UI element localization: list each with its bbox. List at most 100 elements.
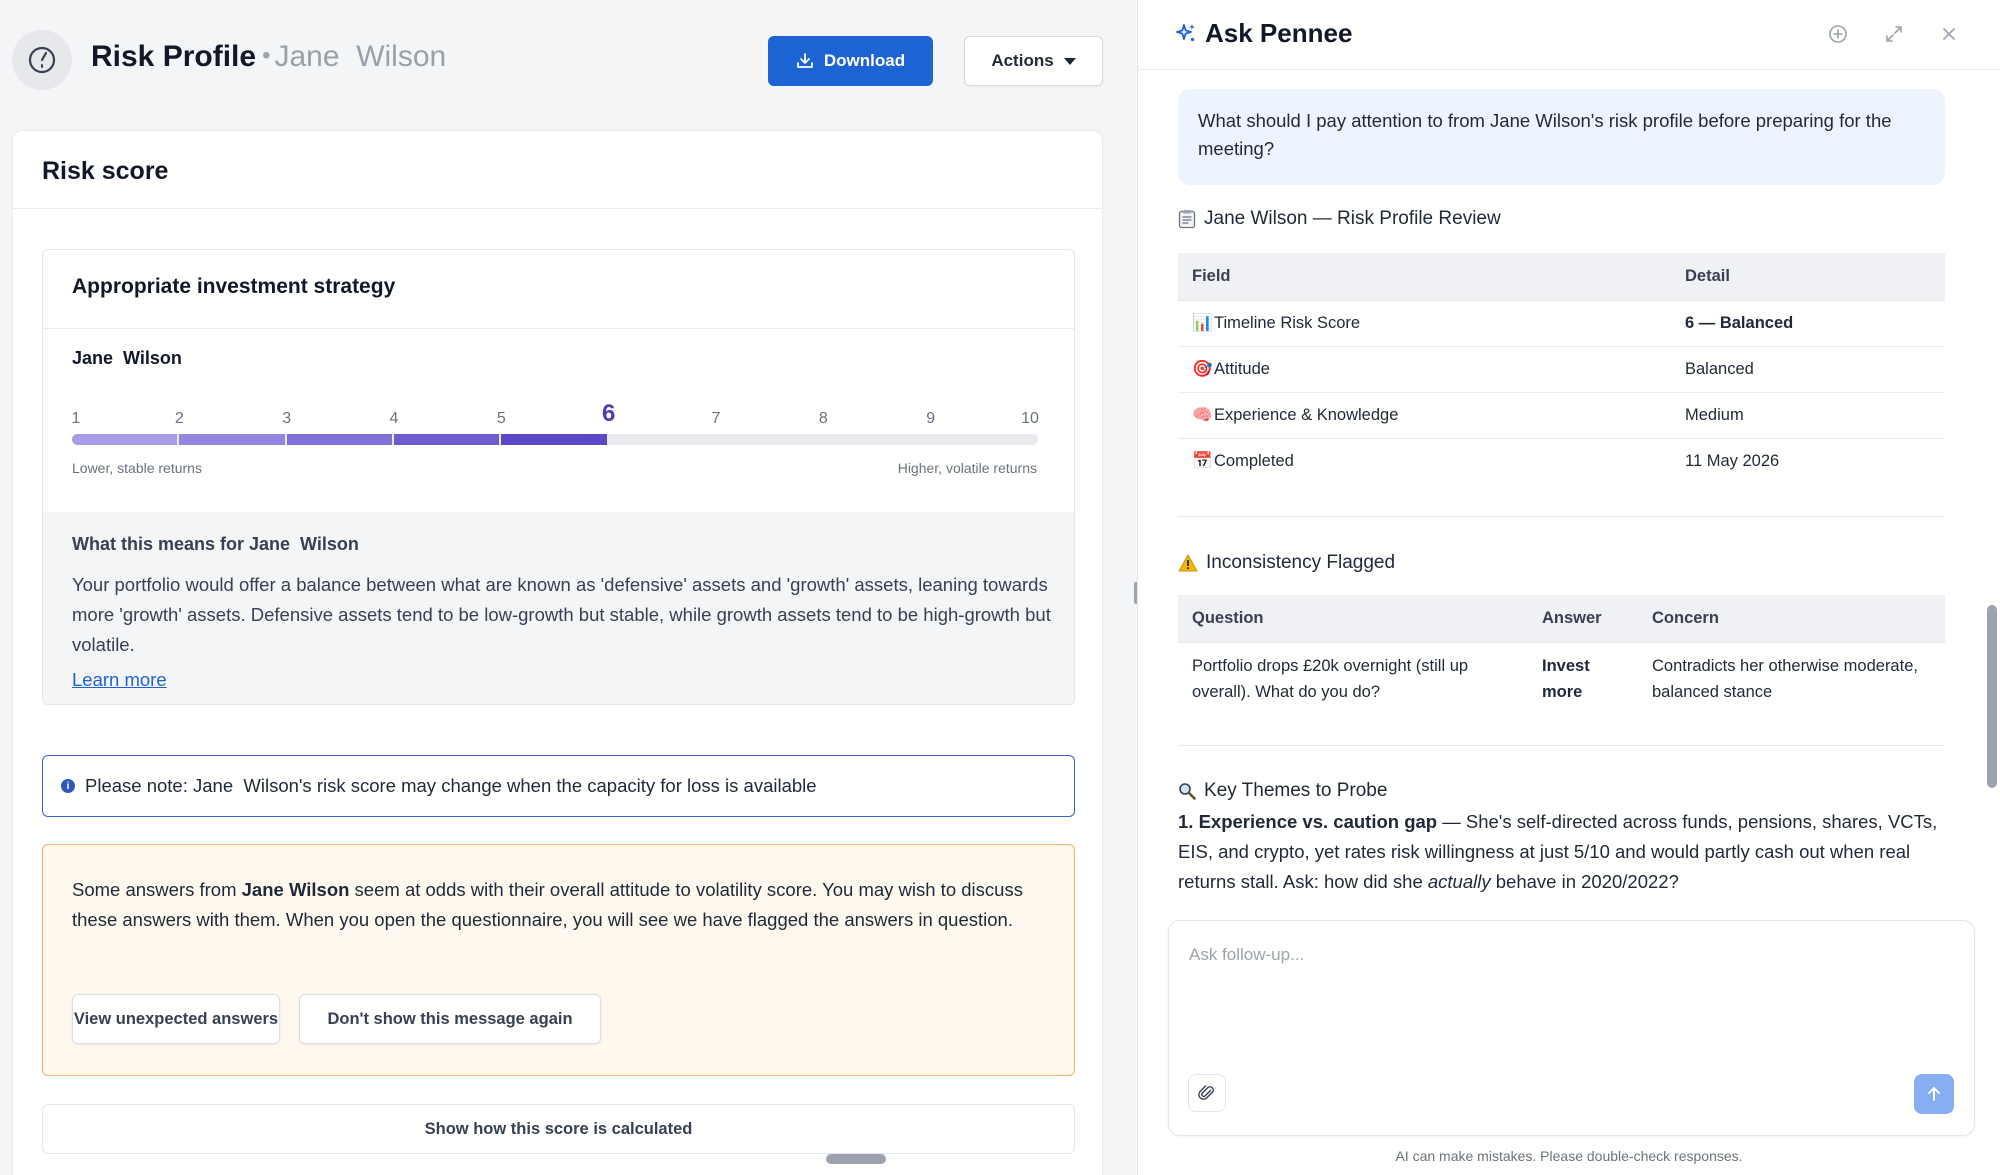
what-this-means-title: What this means for Jane Wilson [72, 534, 359, 554]
risk-profile-review-table: Field Detail 📊Timeline Risk Score 6 — Ba… [1178, 253, 1945, 484]
divider [13, 208, 1102, 209]
risk-scale-segment [715, 434, 822, 445]
table-cell-detail: 11 May 2026 [1685, 451, 1780, 470]
theme-text-post: behave in 2020/2022? [1490, 871, 1679, 892]
sparkle-icon [1176, 24, 1195, 42]
risk-scale-tick: 10 [1021, 410, 1039, 427]
caret-down-icon [1063, 57, 1076, 65]
table-header-cell: Detail [1671, 253, 1945, 301]
client-name: Jane Wilson [72, 348, 182, 368]
dont-show-again-button[interactable]: Don't show this message again [299, 994, 601, 1044]
view-unexpected-answers-button[interactable]: View unexpected answers [72, 994, 280, 1044]
download-icon [796, 53, 813, 68]
bar-chart-icon: 📊 [1192, 313, 1213, 332]
review-heading: Jane Wilson — Risk Profile Review [1178, 208, 1501, 230]
info-icon: i [61, 779, 75, 793]
risk-score-title: Risk score [42, 157, 169, 185]
learn-more-link[interactable]: Learn more [72, 669, 167, 690]
risk-scale-segment [179, 434, 285, 445]
risk-scale-tick: 9 [926, 410, 936, 427]
table-header-row: Field Detail [1178, 253, 1945, 301]
divider [1178, 745, 1945, 746]
strategy-title: Appropriate investment strategy [72, 275, 396, 298]
table-cell-field: 📅Completed [1178, 438, 1671, 484]
table-header-cell: Question [1178, 595, 1528, 643]
risk-scale-tick: 5 [496, 410, 506, 427]
horizontal-scrollbar[interactable] [826, 1154, 886, 1164]
scale-high-label: Higher, volatile returns [897, 460, 1037, 476]
risk-scale-tick: 2 [174, 410, 184, 427]
table-cell-detail: 6 — Balanced [1671, 300, 1945, 347]
risk-scale-segment [608, 434, 714, 445]
attach-button[interactable] [1188, 1074, 1226, 1112]
page-title-text: Risk Profile [91, 40, 257, 73]
risk-profile-pane: Risk Profile • Jane Wilson Download Action… [0, 0, 1136, 1175]
warning-text-pre: Some answers from [72, 879, 242, 900]
scale-low-label: Lower, stable returns [72, 460, 202, 476]
ask-pennee-panel: Ask Pennee What should I pay attention t… [1137, 0, 2000, 1175]
chat-composer [1168, 920, 1975, 1136]
show-score-calculation-button[interactable]: Show how this score is calculated [42, 1104, 1075, 1154]
actions-dropdown-button[interactable]: Actions [964, 36, 1103, 86]
risk-scale-segment [930, 434, 1036, 445]
table-cell-answer: Invest more [1542, 656, 1590, 701]
vertical-scrollbar[interactable] [1987, 605, 1997, 788]
warning-text-post: seem at odds with their overall attitude… [72, 879, 1023, 930]
table-row: 📊Timeline Risk Score 6 — Balanced [1178, 300, 1945, 347]
field-label: Completed [1214, 451, 1294, 470]
risk-scale-segment [501, 434, 607, 445]
theme-item: 1. Experience vs. caution gap — She's se… [1178, 807, 1945, 897]
theme-text-pre: — She's self-directed across funds, pens… [1178, 811, 1938, 892]
inconsistency-heading: Inconsistency Flagged [1178, 552, 1395, 574]
actions-label: Actions [991, 51, 1054, 70]
risk-scale-tick: 4 [389, 410, 399, 427]
investment-strategy-panel: Appropriate investment strategy Jane Wil… [42, 249, 1075, 705]
table-row: 🎯Attitude Balanced [1178, 346, 1945, 393]
close-icon[interactable] [1937, 22, 1961, 46]
risk-scale-tick: 8 [818, 410, 828, 427]
risk-scale-track [72, 434, 1038, 445]
themes-heading-text: Key Themes to Probe [1204, 780, 1388, 801]
what-this-means-section: What this means for Jane Wilson Your por… [43, 512, 1074, 704]
risk-scale: 1 2 3 4 5 6 7 8 9 10 [71, 400, 1039, 450]
risk-scale-tick: 1 [71, 410, 81, 427]
table-cell-detail: Balanced [1671, 346, 1945, 393]
risk-scale-segment [393, 434, 500, 445]
page-title: Risk Profile • Jane Wilson [91, 40, 446, 74]
magnifier-icon [1179, 783, 1196, 800]
note-text: Please note: Jane Wilson's risk score ma… [85, 775, 817, 796]
follow-up-input[interactable] [1189, 945, 1949, 965]
ai-disclaimer: AI can make mistakes. Please double-chec… [1395, 1148, 1743, 1164]
table-cell-detail: Medium [1671, 392, 1945, 439]
inconsistency-heading-text: Inconsistency Flagged [1206, 552, 1396, 573]
risk-gauge-icon[interactable] [12, 30, 72, 90]
page-header: Risk Profile • Jane Wilson Download Action… [0, 0, 1136, 120]
arrow-up-icon [1928, 1087, 1940, 1101]
theme-text-emphasis: actually [1427, 871, 1491, 892]
risk-scale-segment [286, 434, 392, 445]
theme-title: 1. Experience vs. caution gap [1178, 811, 1438, 832]
download-button[interactable]: Download [768, 36, 933, 86]
send-button[interactable] [1914, 1074, 1954, 1114]
field-label: Experience & Knowledge [1214, 405, 1399, 424]
review-heading-text: Jane Wilson — Risk Profile Review [1204, 208, 1501, 229]
table-header-cell: Answer [1528, 595, 1638, 643]
field-label: Timeline Risk Score [1214, 313, 1361, 332]
risk-score-card: Risk score Appropriate investment strate… [12, 130, 1103, 1175]
expand-icon[interactable] [1882, 22, 1906, 46]
inconsistency-table: Question Answer Concern Portfolio drops … [1178, 595, 1945, 746]
pane-resize-handle[interactable] [1134, 582, 1139, 604]
table-cell-question: Portfolio drops £20k overnight (still up… [1192, 656, 1469, 701]
clipboard-icon [1178, 210, 1196, 229]
risk-scale-tick: 6 [601, 400, 616, 427]
inconsistent-answers-warning: Some answers from Jane Wilson seem at od… [42, 844, 1075, 1076]
table-header-cell: Field [1178, 253, 1671, 301]
paperclip-icon [1198, 1085, 1214, 1100]
table-cell-field: 📊Timeline Risk Score [1178, 300, 1671, 347]
new-chat-icon[interactable] [1826, 22, 1850, 46]
capacity-for-loss-note: i Please note: Jane Wilson's risk score … [42, 755, 1075, 817]
table-cell-concern: Contradicts her otherwise moderate, bala… [1652, 656, 1918, 701]
user-message: What should I pay attention to from Jane… [1178, 89, 1945, 185]
risk-scale-tick: 3 [282, 410, 292, 427]
table-header-cell: Concern [1638, 595, 1945, 643]
